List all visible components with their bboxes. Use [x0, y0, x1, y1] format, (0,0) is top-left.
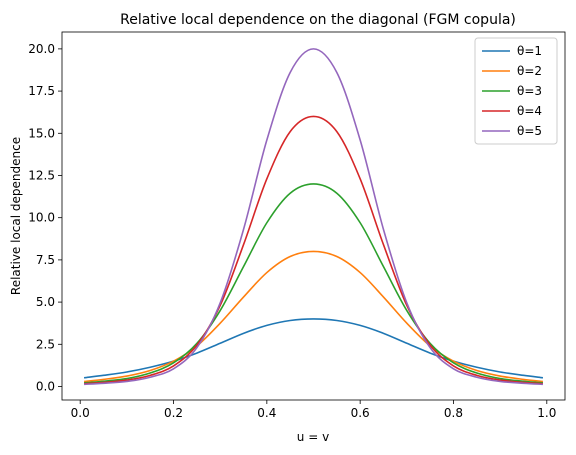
y-tick-label: 15.0: [28, 126, 55, 140]
y-axis: 0.0 2.5 5.0 7.5 10.0 12.5 15.0 17.5 20.0: [28, 42, 62, 393]
x-tick-label: 1.0: [537, 406, 556, 420]
series-line-theta-3: [83, 183, 544, 384]
series-line-theta-2: [83, 250, 544, 383]
x-tick-label: 0.6: [351, 406, 370, 420]
x-tick-label: 0.8: [444, 406, 463, 420]
y-tick-label: 7.5: [36, 253, 55, 267]
legend: θ=1 θ=2 θ=3 θ=4 θ=5: [474, 37, 558, 145]
series-layer: [83, 48, 544, 386]
y-tick-label: 12.5: [28, 168, 55, 182]
legend-label: θ=1: [517, 44, 542, 58]
x-tick-label: 0.2: [164, 406, 183, 420]
series-line-theta-4: [84, 115, 543, 385]
legend-label: θ=4: [517, 104, 542, 118]
legend-label: θ=5: [517, 124, 542, 138]
x-axis-label: u = v: [297, 430, 329, 444]
y-tick-label: 0.0: [36, 379, 55, 393]
y-tick-label: 17.5: [28, 84, 55, 98]
y-tick-label: 10.0: [28, 211, 55, 225]
x-tick-label: 0.4: [257, 406, 276, 420]
legend-label: θ=3: [517, 84, 542, 98]
series-line-theta-1: [83, 318, 544, 379]
plot-frame: [61, 31, 566, 401]
legend-label: θ=2: [517, 64, 542, 78]
y-axis-label: Relative local dependence: [9, 137, 23, 295]
y-tick-label: 5.0: [36, 295, 55, 309]
series-line-theta-5: [84, 48, 543, 386]
y-tick-label: 2.5: [36, 337, 55, 351]
y-tick-label: 20.0: [28, 42, 55, 56]
legend-box: [474, 37, 558, 145]
chart-title: Relative local dependence on the diagona…: [120, 12, 516, 28]
x-axis: 0.0 0.2 0.4 0.6 0.8 1.0: [71, 400, 556, 420]
x-tick-label: 0.0: [71, 406, 90, 420]
